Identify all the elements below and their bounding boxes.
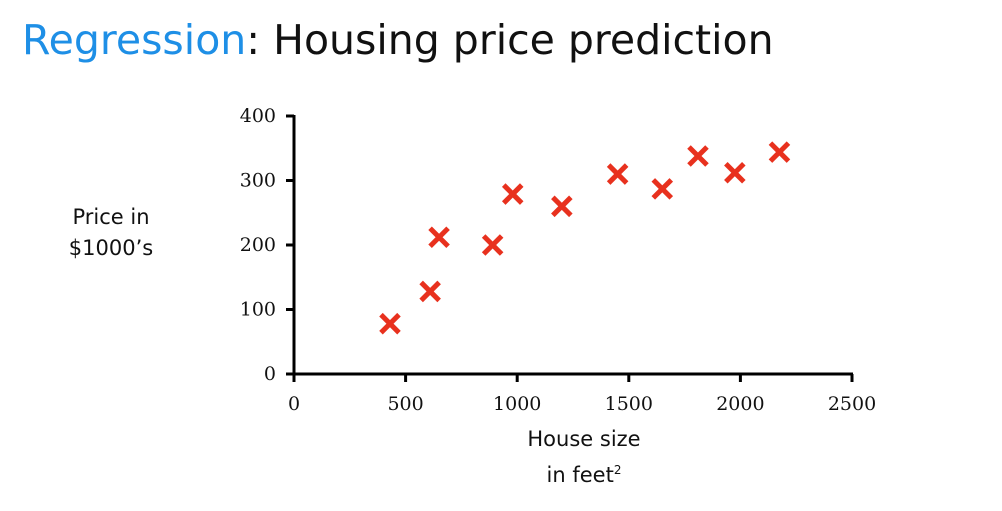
x-axis-label-unit: in feet: [546, 463, 614, 487]
data-point: [428, 226, 450, 249]
data-point: [651, 178, 674, 200]
x-tick-label: 1000: [493, 393, 541, 415]
title-accent: Regression: [22, 16, 247, 64]
y-axis-label-line-2: $1000’s: [68, 236, 154, 260]
data-point-stroke: [651, 178, 674, 200]
data-point-stroke: [724, 161, 746, 184]
data-point-stroke: [687, 145, 709, 167]
data-point-stroke: [606, 163, 629, 185]
y-tick-label: 100: [240, 299, 276, 321]
title-rest: : Housing price prediction: [246, 16, 774, 64]
x-tick-label: 2000: [716, 393, 764, 415]
x-tick-label: 0: [288, 393, 300, 415]
slide-title: Regression: Housing price prediction: [22, 16, 774, 64]
data-point-stroke: [768, 141, 791, 163]
x-axis-label-line-2: in feet2: [474, 455, 694, 491]
x-axis-label: House size in feet2: [474, 424, 694, 491]
data-point: [687, 145, 709, 167]
y-tick-label: 200: [240, 234, 276, 256]
x-tick-label: 2500: [828, 393, 876, 415]
data-point-stroke: [379, 312, 401, 335]
data-point-stroke: [481, 234, 504, 256]
data-point: [768, 141, 791, 163]
y-tick-label: 0: [264, 363, 276, 385]
y-axis-label-line-1: Price in: [72, 205, 150, 229]
data-point-stroke: [428, 226, 450, 249]
data-point-stroke: [419, 280, 441, 303]
y-axis-label: Price in $1000’s: [36, 202, 186, 264]
y-tick-label: 300: [240, 170, 276, 192]
data-point: [606, 163, 629, 185]
data-point: [501, 183, 524, 205]
data-point: [419, 280, 441, 303]
x-axis-label-superscript: 2: [613, 463, 622, 477]
data-point: [379, 312, 401, 335]
y-tick-label: 400: [240, 105, 276, 127]
data-point: [724, 161, 746, 184]
x-tick-label: 500: [387, 393, 423, 415]
data-point-stroke: [501, 183, 524, 205]
x-tick-label: 1500: [605, 393, 653, 415]
data-point: [551, 195, 573, 218]
data-point-stroke: [551, 195, 573, 218]
data-point: [481, 234, 504, 256]
x-axis-label-line-1: House size: [527, 427, 641, 451]
